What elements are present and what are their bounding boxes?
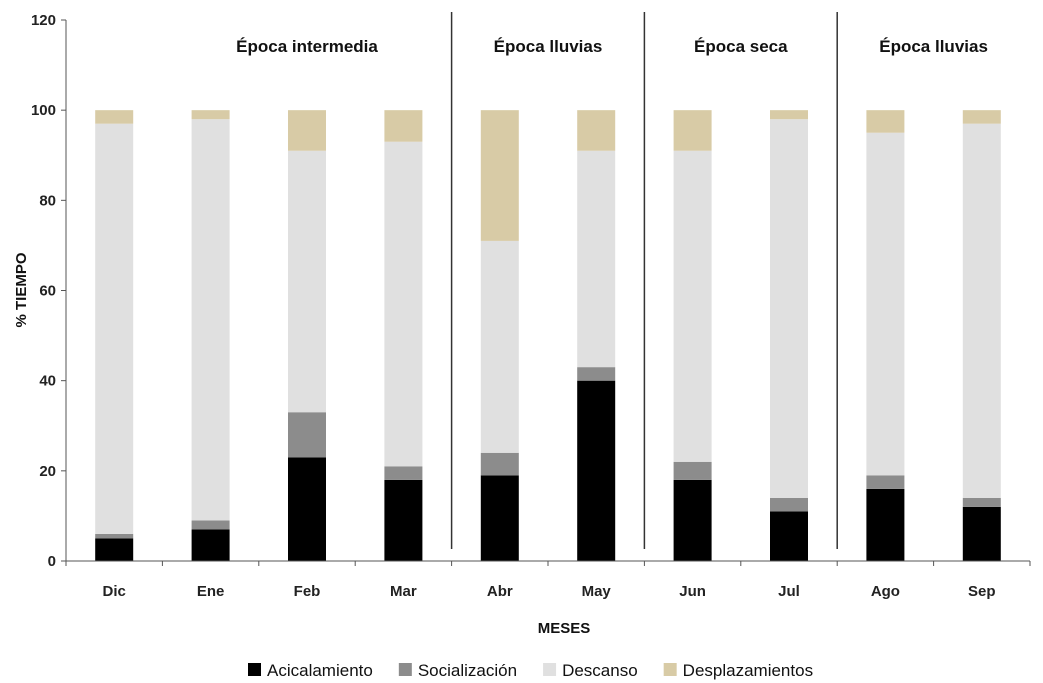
y-tick-label: 120 [31, 12, 56, 29]
bar-segment [770, 110, 808, 120]
x-tick-label: Ene [197, 583, 225, 600]
bar-segment [95, 110, 134, 124]
x-tick-label: Jul [778, 583, 800, 600]
bar-segment [191, 119, 230, 521]
bar-segment [673, 110, 712, 151]
bar-segment [866, 110, 905, 133]
bar-segment [384, 479, 423, 561]
bar-segment [384, 466, 423, 480]
legend-label: Desplazamientos [683, 661, 813, 680]
bar-segment [770, 497, 808, 512]
bar-segment [673, 461, 712, 480]
season-label: Época lluvias [494, 37, 603, 56]
season-label: Época lluvias [879, 37, 988, 56]
y-tick-label: 40 [39, 373, 56, 390]
x-tick-label: Sep [968, 583, 996, 600]
legend: Acicalamiento Socialización Descanso Despla… [248, 661, 813, 680]
season-labels: Época intermedia Época lluvias Época seca É… [236, 37, 988, 56]
legend-swatch [398, 663, 412, 676]
y-tick-label: 20 [39, 463, 56, 480]
bar-segment [577, 150, 616, 368]
bar-segment [288, 412, 326, 458]
bar-segment [673, 479, 712, 561]
y-tick-label: 80 [39, 192, 56, 209]
x-tick-label: Jun [679, 583, 706, 600]
y-axis-title: % TIEMPO [13, 252, 30, 327]
bar-segment [962, 506, 1001, 561]
season-label: Época seca [694, 37, 788, 56]
bar-segment [95, 123, 134, 534]
x-tick-label: Abr [487, 583, 513, 600]
legend-label: Acicalamiento [267, 661, 373, 680]
bar-segment [673, 150, 712, 462]
bar-segment [866, 132, 905, 476]
bar-segment [480, 110, 519, 241]
bar-segment [577, 367, 616, 381]
bar-segment [384, 110, 423, 142]
bar-segment [962, 110, 1001, 124]
bar-segment [866, 488, 905, 561]
bar-segment [95, 538, 134, 561]
x-axis-title: MESES [538, 620, 591, 637]
bar-segment [288, 457, 326, 561]
legend-swatch [543, 663, 557, 676]
bar-segment [770, 119, 808, 498]
legend-swatch [663, 663, 677, 676]
bar-segment [962, 497, 1001, 507]
bar-segment [480, 452, 519, 476]
legend-swatch [248, 663, 261, 676]
bar-segment [384, 141, 423, 467]
y-tick-label: 100 [31, 102, 56, 119]
bar-segment [480, 240, 519, 453]
season-dividers [450, 12, 838, 549]
bar-segment [770, 511, 808, 561]
bar-segment [866, 475, 905, 489]
x-tick-label: Feb [294, 583, 321, 600]
x-tick-label: Mar [390, 583, 417, 600]
season-label: Época intermedia [236, 37, 378, 56]
bar-segment [288, 110, 326, 151]
bar-segment [95, 533, 134, 539]
y-tick-label: 60 [39, 283, 56, 300]
bar-segment [577, 380, 616, 561]
bars [95, 110, 1001, 561]
x-tick-label: Ago [871, 583, 900, 600]
y-axis: 0 20 40 60 80 100 120 [31, 12, 67, 570]
bar-segment [480, 475, 519, 561]
bar-segment [962, 123, 1001, 498]
bar-segment [191, 110, 230, 120]
x-tick-label: May [582, 583, 612, 600]
bar-segment [191, 529, 230, 561]
x-axis: Dic Ene Feb Mar Abr May Jun Jul Ago Sep [65, 560, 1031, 600]
bar-segment [191, 520, 230, 530]
legend-label: Socialización [418, 661, 517, 680]
bar-segment [577, 110, 616, 151]
y-tick-label: 0 [48, 553, 56, 570]
x-tick-label: Dic [103, 583, 126, 600]
bar-segment [288, 150, 326, 413]
legend-label: Descanso [562, 661, 638, 680]
